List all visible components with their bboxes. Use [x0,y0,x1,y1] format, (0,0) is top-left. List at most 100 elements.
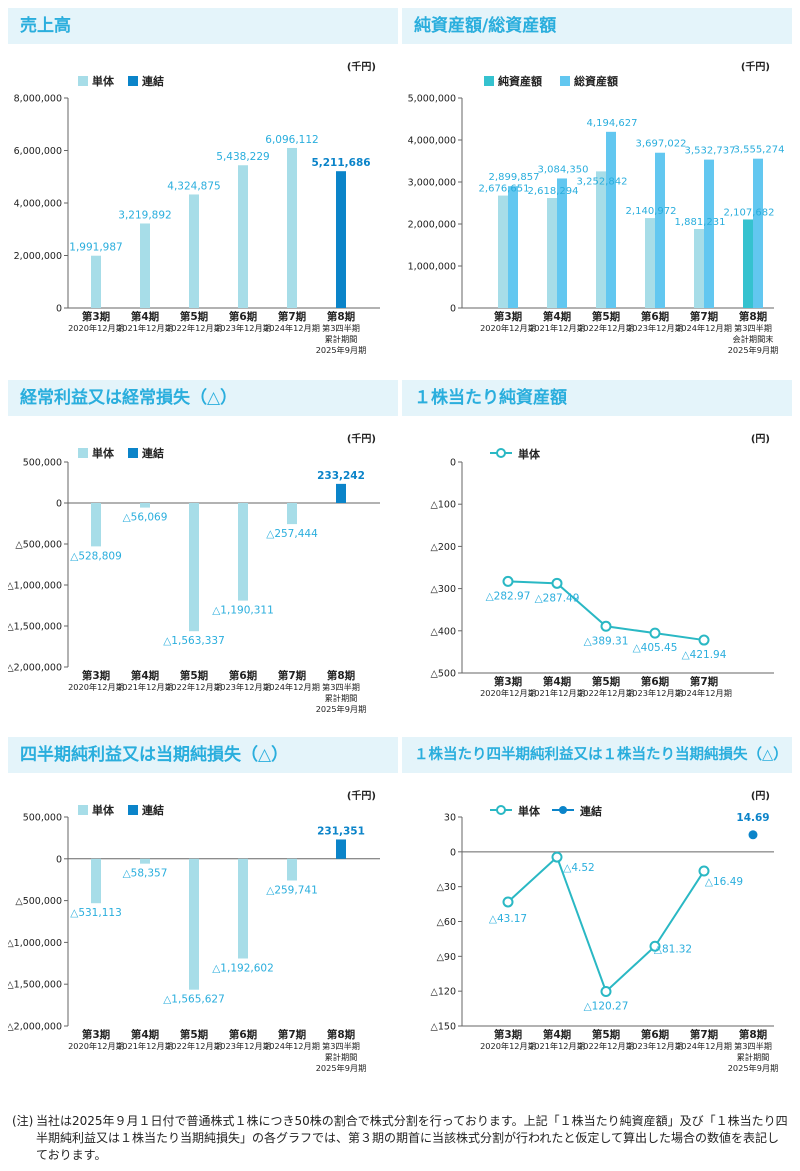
x-tick-label: 2024年12月期 [676,1041,732,1051]
legend-label-net: 純資産額 [498,74,542,88]
legend-marker-consol [559,806,567,814]
x-tick-label: 第8期 [327,310,355,323]
data-label: △1,190,311 [212,605,274,617]
x-tick-label: 第3四半期 [322,682,360,692]
x-tick-label: 第6期 [641,675,669,688]
bar-single [91,255,101,308]
data-label: △4.52 [563,862,594,874]
y-tick-label: △100 [431,500,456,511]
legend-label-single: 単体 [92,74,115,88]
y-tick-label: △150 [431,1022,456,1033]
x-tick-label: 第4期 [543,675,571,688]
y-tick-label: △30 [437,882,456,893]
x-tick-label: 2022年12月期 [166,682,222,692]
bar-single [287,858,297,881]
footnote: (注) 当社は2025年９月１日付で普通株式１株につき50株の割合で株式分割を行… [12,1113,788,1164]
x-tick-label: 累計期間 [737,1052,770,1062]
panel-title-sales: 売上高 [8,8,398,44]
bar-single [238,503,248,601]
bar-consol [336,171,346,308]
bar-single [91,503,101,547]
bar-single [287,147,297,308]
data-label: 6,096,112 [265,134,318,146]
bar-single [91,858,101,904]
bar-single [140,503,150,508]
y-tick-label: △1,500,000 [8,622,62,633]
y-tick-label: 2,000,000 [408,220,456,231]
sales-chart: (千円) 0 2,000,000 4,000,000 6,000,000 8,000,00… [14,60,380,355]
legend-label-single: 単体 [92,803,115,817]
y-tick-label: 1,000,000 [408,262,456,273]
x-tick-label: 2021年12月期 [117,682,173,692]
legend-swatch-consol [128,805,138,815]
x-tick-label: 2024年12月期 [676,688,732,698]
data-label-net: 2,618,294 [528,186,579,197]
bar-single [287,503,297,525]
x-tick-label: 2021年12月期 [529,1041,585,1051]
x-tick-label: 第3期 [82,1028,110,1041]
y-tick-label: 3,000,000 [408,178,456,189]
point-single [502,575,514,587]
x-tick-label: 第4期 [131,310,159,323]
legend-label-single: 単体 [518,447,541,461]
x-tick-label: 2020年12月期 [68,323,124,333]
y-tick-label: 6,000,000 [14,146,62,157]
x-tick-label: 2023年12月期 [627,688,683,698]
data-label: △528,809 [70,550,122,562]
x-tick-label: 2021年12月期 [117,323,173,333]
x-tick-label: 第8期 [739,1028,767,1041]
ordinary-chart: (千円) 500,000 0 △500,000 △1,000,000 △1,500,000… [8,432,380,714]
point-single [551,851,563,863]
x-tick-label: 2023年12月期 [215,1041,271,1051]
point-single [551,577,563,589]
bar-net [547,198,557,308]
data-label: △259,741 [266,885,318,897]
x-tick-label: 2024年12月期 [264,1041,320,1051]
x-tick-label: 第5期 [180,310,208,323]
data-label-consol: 14.69 [736,812,769,824]
x-tick-label: 第3四半期 [322,1041,360,1051]
data-label-total: 3,555,274 [734,145,785,156]
x-tick-label: 累計期間 [325,334,358,344]
y-tick-label: 0 [56,499,62,510]
x-tick-label: 2025年9月期 [316,1063,367,1073]
panel-eps: １株当たり四半期純利益又は１株当たり当期純損失（△） (円) 30 0 △30 △60 △… [402,737,792,1092]
x-tick-label: 第7期 [690,310,718,323]
data-label: △58,357 [123,868,168,880]
x-tick-label: 第8期 [739,310,767,323]
x-tick-label: 第3四半期 [322,323,360,333]
legend-swatch-consol [128,76,138,86]
x-tick-label: 2020年12月期 [480,323,536,333]
data-label: △1,565,627 [163,994,225,1006]
data-label: 4,324,875 [167,180,220,192]
data-label-net: 3,252,842 [577,176,628,187]
y-tick-label: 30 [444,813,456,824]
y-tick-label: 500,000 [23,458,62,469]
data-label-net: 2,676,651 [479,184,530,195]
bar-single [238,858,248,959]
legend-marker-single [496,448,506,458]
netincome-chart: (千円) 500,000 0 △500,000 △1,000,000 △1,500,000… [8,789,380,1073]
x-tick-label: 第3四半期 [734,323,772,333]
data-label: △421.94 [682,649,727,661]
y-tick-label: 0 [450,304,456,315]
x-tick-label: 会計期間末 [733,334,774,344]
x-tick-label: 第6期 [229,669,257,682]
legend-label-single: 単体 [92,446,115,460]
data-label: 3,219,892 [118,209,171,221]
panel-sales: 売上高 (千円) 0 2,000,000 4,000,000 6,000,000 8,00… [8,8,398,363]
y-tick-label: 0 [450,458,456,469]
y-tick-label: 8,000,000 [14,94,62,105]
y-tick-label: △90 [437,952,456,963]
x-tick-label: 2022年12月期 [166,1041,222,1051]
bar-single [189,194,199,308]
bar-net [743,219,753,308]
legend-marker-single [496,805,506,815]
data-label-total: 3,084,350 [538,164,589,175]
x-tick-label: 第4期 [543,310,571,323]
data-label: △282.97 [486,590,531,602]
x-tick-label: 2025年9月期 [728,345,779,355]
data-label: 5,211,686 [311,157,370,169]
bps-chart: (円) 0 △100 △200 △300 △400 △500 単体 △282.97 △287.49… [431,433,774,698]
legend-swatch-total [560,76,570,86]
